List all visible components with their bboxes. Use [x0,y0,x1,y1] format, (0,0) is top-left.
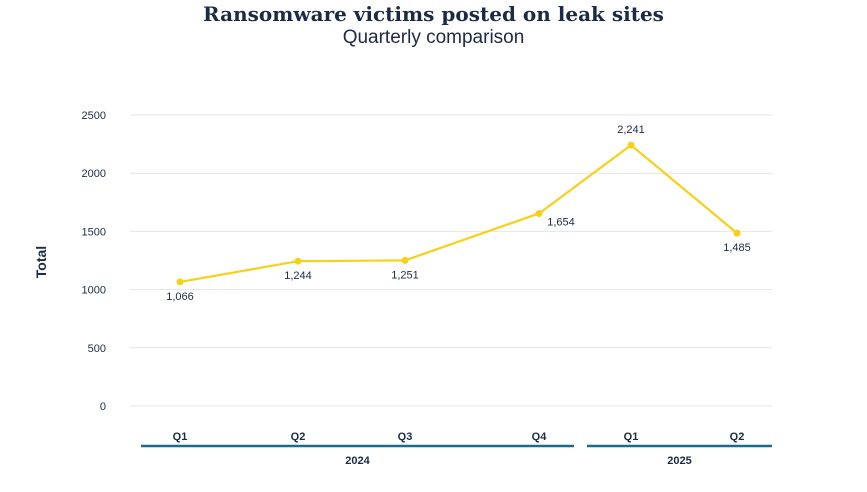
group-label: 2025 [667,455,691,467]
data-label: 1,485 [723,242,751,254]
data-point [733,229,741,237]
data-label: 1,654 [547,216,575,228]
x-tick-label: Q2 [291,431,306,443]
x-tick-label: Q4 [532,431,548,443]
data-label: 1,251 [391,269,419,281]
data-label: 1,066 [166,291,194,303]
y-tick-label: 0 [100,401,106,413]
x-tick-label: Q3 [398,431,413,443]
y-tick-label: 1500 [82,226,106,238]
y-tick-label: 1000 [82,285,106,297]
series-line [179,143,738,284]
y-tick-label: 2500 [82,110,106,122]
data-label: 1,244 [284,270,312,282]
y-tick-label: 2000 [82,168,106,180]
y-tick-label: 500 [88,343,106,355]
chart-title: Ransomware victims posted on leak sites [203,2,664,26]
y-axis-label: Total [33,246,49,278]
data-point [176,278,184,286]
data-point [294,257,302,265]
data-point [627,141,635,149]
chart-subtitle: Quarterly comparison [342,27,525,48]
x-tick-label: Q1 [173,431,188,443]
data-point [401,256,409,264]
data-point [535,209,543,217]
x-tick-label: Q1 [624,431,639,443]
x-tick-label: Q2 [730,431,745,443]
data-label: 2,241 [617,124,645,136]
group-label: 2024 [345,455,370,467]
